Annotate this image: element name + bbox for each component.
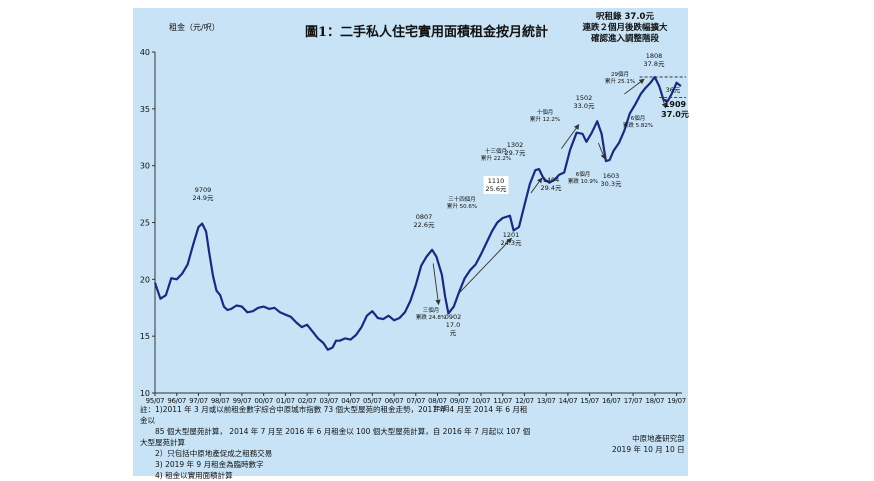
- arrow-rise-1: [458, 237, 513, 294]
- trend-arrows: [432, 78, 667, 306]
- source-credit: 中原地產研究部 2019 年 10 月 10 日: [612, 433, 685, 455]
- chart-panel: [133, 8, 688, 476]
- x-axis-label: 年/月: [434, 404, 450, 413]
- x-tick-label: 07/07: [406, 397, 425, 405]
- x-tick-label: 03/07: [320, 397, 339, 405]
- annotation-rise-3: 十個月 累升 12.2%: [529, 110, 561, 123]
- annotation-1502: 1502 33.0元: [573, 94, 595, 110]
- x-tick-label: 12/07: [515, 397, 534, 405]
- annotation-1201: 1201 24.3元: [500, 231, 522, 247]
- arrow-fall-2: [597, 142, 606, 160]
- x-tick-label: 99/07: [233, 397, 252, 405]
- footnote-line: 85 個大型屋苑計算， 2014 年 7 月至 2016 年 6 月租金以 10…: [140, 427, 531, 436]
- annotation-9709: 9709 24.9元: [192, 186, 214, 202]
- x-tick-label: 17/07: [624, 397, 643, 405]
- footnote-line: 3) 2019 年 9 月租金為臨時數字: [140, 460, 264, 469]
- footnote-line: 金以: [140, 416, 155, 425]
- x-tick-label: 02/07: [298, 397, 317, 405]
- annotation-fall-3: 6個月 累跌 5.82%: [622, 116, 654, 129]
- arrow-rise-2: [530, 177, 543, 194]
- annotation-1404: 1404 29.4元: [540, 176, 562, 192]
- x-tick-label: 19/07: [667, 397, 686, 405]
- annotation-1603: 1603 30.3元: [600, 172, 622, 188]
- annotation-fall-2: 6個月 累跌 10.9%: [567, 172, 599, 185]
- x-tick-label: 04/07: [341, 397, 360, 405]
- x-tick-label: 11/07: [493, 397, 512, 405]
- source-date: 2019 年 10 月 10 日: [612, 445, 685, 454]
- annotation-rise-4: 29個月 累升 25.1%: [604, 72, 636, 85]
- headline-line-1: 呎租錄 37.0元: [596, 12, 654, 22]
- annotation-1808: 1808 37.8元: [643, 52, 665, 68]
- annotation-0807: 0807 22.6元: [413, 213, 435, 229]
- annotation-0902: 0902 17.0 元: [444, 313, 462, 337]
- reference-lines: [639, 76, 686, 98]
- x-tick-label: 09/07: [450, 397, 469, 405]
- footnote-line: 4) 租金以實用面積計算: [140, 471, 233, 480]
- x-tick-label: 14/07: [559, 397, 578, 405]
- y-tick-label: 25: [140, 219, 150, 228]
- x-tick-label: 15/07: [580, 397, 599, 405]
- chart-title: 圖1：二手私人住宅實用面積租金按月統計: [305, 25, 549, 40]
- footnote-line: 2）只包括中原地產促成之租務交易: [140, 449, 273, 458]
- arrow-rise-3: [561, 124, 580, 149]
- y-tick-label: 20: [140, 275, 150, 284]
- headline-line-3: 確認進入調整階段: [590, 34, 659, 44]
- x-tick-label: 08/07: [428, 397, 447, 405]
- annotation-1909: 1909 37.0元: [661, 100, 689, 119]
- arrow-fall-3: [660, 95, 667, 109]
- annotation-rise-1: 三十四個月 累升 50.6%: [446, 197, 478, 210]
- y-tick-label: 30: [140, 162, 150, 171]
- x-tick-label: 97/07: [189, 397, 208, 405]
- annotation-1302: 1302 29.7元: [504, 141, 526, 157]
- x-tick-label: 10/07: [472, 397, 491, 405]
- x-tick-label: 96/07: [167, 397, 186, 405]
- x-tick-label: 05/07: [363, 397, 382, 405]
- x-tick-label: 01/07: [276, 397, 295, 405]
- footnotes: 註：1)2011 年 3 月或以前租金數字綜合中原城市指數 73 個大型屋苑的租…: [140, 404, 530, 481]
- arrow-rise-4: [624, 78, 645, 95]
- x-tick-label: 18/07: [645, 397, 664, 405]
- source-org: 中原地產研究部: [632, 434, 685, 443]
- y-tick-label: 10: [140, 389, 150, 398]
- headline-note: 呎租錄 37.0元 連跌２個月後跌幅擴大 確認進入調整階段: [565, 12, 685, 45]
- arrow-fall-1: [432, 263, 441, 306]
- series-line-rent: [153, 75, 682, 351]
- y-axis-label: 租金（元/呎）: [169, 23, 220, 32]
- y-tick-label: 35: [140, 105, 150, 114]
- x-tick-label: 00/07: [254, 397, 273, 405]
- footnote-line: 註：1)2011 年 3 月或以前租金數字綜合中原城市指數 73 個大型屋苑的租…: [140, 405, 528, 414]
- x-tick-label: 13/07: [537, 397, 556, 405]
- annotation-36: 36元: [665, 86, 681, 94]
- y-tick-label: 15: [140, 332, 150, 341]
- headline-line-2: 連跌２個月後跌幅擴大: [582, 23, 668, 33]
- footnote-line: 大型屋苑計算: [140, 438, 185, 447]
- annotation-rise-2: 十三個月 累升 22.2%: [480, 149, 512, 162]
- annotation-fall-1: 三個月 累跌 24.8%: [415, 308, 447, 321]
- x-tick-label: 16/07: [602, 397, 621, 405]
- y-tick-label: 40: [140, 48, 150, 57]
- x-tick-label: 95/07: [146, 397, 165, 405]
- x-tick-label: 06/07: [385, 397, 404, 405]
- annotation-1110: 1110 25.6元: [483, 176, 509, 194]
- x-tick-label: 98/07: [211, 397, 230, 405]
